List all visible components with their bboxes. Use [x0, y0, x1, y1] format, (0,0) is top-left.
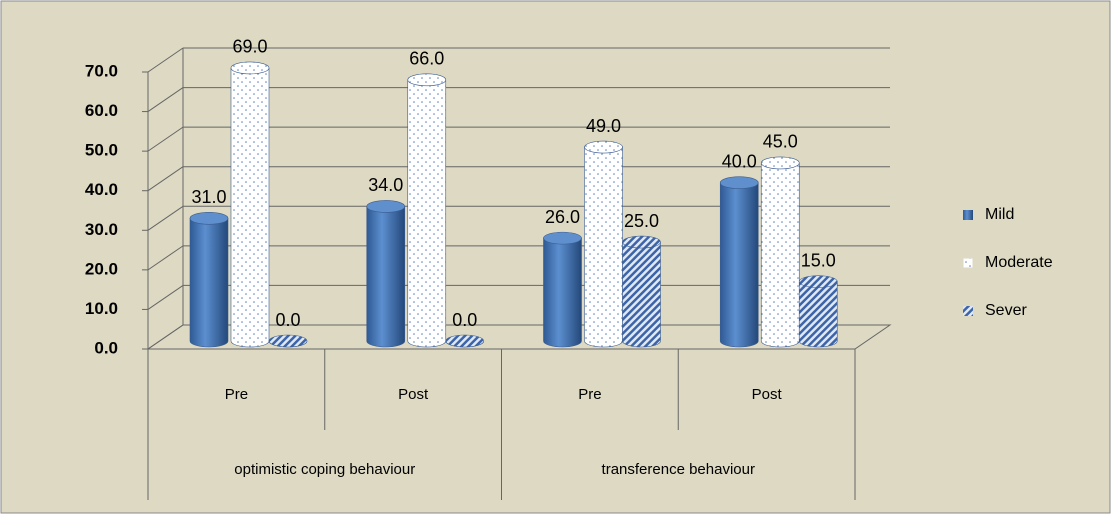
y-tick-label: 60.0 — [85, 101, 118, 120]
y-tick-label: 0.0 — [94, 338, 118, 357]
x-tick-label: Post — [752, 386, 783, 403]
bar-cap — [798, 275, 838, 288]
x-tick-label: Post — [398, 386, 429, 403]
data-label: 0.0 — [452, 310, 477, 330]
grid-line — [147, 245, 184, 271]
bar — [543, 237, 582, 348]
bar-cap — [407, 73, 447, 87]
bar — [584, 146, 623, 348]
data-label: 45.0 — [763, 132, 798, 152]
bar — [230, 67, 270, 348]
legend-swatch — [963, 306, 973, 316]
bar — [622, 241, 661, 348]
bar-cap — [268, 334, 308, 348]
grid-line — [147, 47, 184, 73]
legend-swatch — [963, 210, 973, 220]
bar-cap — [760, 156, 800, 170]
data-label: 49.0 — [586, 116, 621, 136]
bar — [366, 206, 406, 348]
data-label: 15.0 — [801, 250, 836, 270]
y-tick-label: 70.0 — [85, 61, 118, 80]
legend-label: Moderate — [985, 254, 1053, 271]
legend-label: Mild — [985, 206, 1014, 223]
data-label: 66.0 — [409, 49, 444, 69]
y-tick-label: 50.0 — [85, 141, 118, 160]
bar-cap — [622, 235, 661, 249]
bar-cap — [543, 231, 582, 245]
y-tick-label: 10.0 — [85, 299, 118, 318]
data-label: 26.0 — [545, 207, 580, 227]
data-label: 31.0 — [191, 187, 226, 207]
bar-cap — [366, 200, 406, 213]
x-tick-label: Pre — [578, 386, 601, 403]
group-label: transference behaviour — [602, 461, 755, 478]
data-label: 69.0 — [232, 37, 267, 57]
grid-line — [147, 285, 184, 310]
bar — [798, 281, 838, 348]
bar-cap — [189, 212, 229, 225]
bar — [189, 218, 229, 348]
grid-line — [147, 166, 184, 192]
y-tick-label: 30.0 — [85, 220, 118, 239]
bar — [760, 162, 800, 348]
grid-line — [147, 87, 184, 112]
grid-line — [147, 126, 184, 152]
legend-swatch — [962, 257, 974, 269]
group-label: optimistic coping behaviour — [234, 461, 415, 478]
bar-cap — [719, 176, 759, 190]
bar — [719, 182, 759, 348]
grid-line — [147, 205, 184, 231]
bar-cap — [584, 140, 623, 154]
data-label: 25.0 — [624, 211, 659, 231]
data-label: 0.0 — [275, 310, 300, 330]
data-label: 40.0 — [722, 151, 757, 171]
legend-label: Sever — [985, 302, 1027, 319]
x-tick-label: Pre — [225, 386, 248, 403]
bar-cap — [445, 334, 485, 348]
data-label: 34.0 — [368, 175, 403, 195]
grid-line — [147, 324, 184, 350]
y-tick-label: 40.0 — [85, 180, 118, 199]
bar-cap — [230, 61, 270, 75]
y-tick-label: 20.0 — [85, 259, 118, 278]
bar — [407, 79, 447, 348]
